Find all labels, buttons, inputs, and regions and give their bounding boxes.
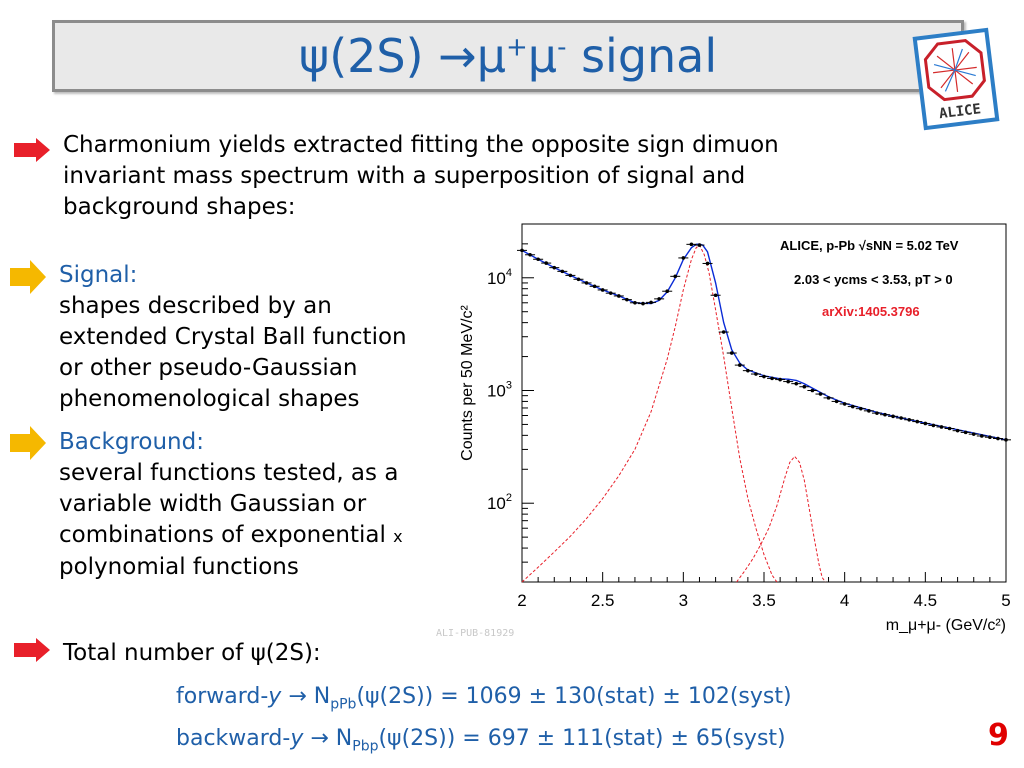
signal-block: Signal: shapes described by an extended …	[59, 260, 407, 415]
invariant-mass-chart: 2 2.5 3 3.5 4 4.5 5 104 103 102 Counts per 50 MeV…	[459, 223, 1011, 634]
bullet-arrow-icon	[14, 138, 50, 162]
signal-component-curve	[736, 455, 826, 583]
x-tick-label: 3.5	[752, 591, 776, 610]
bullet-arrow-icon	[10, 260, 46, 294]
intro-line: invariant mass spectrum with a superposi…	[63, 163, 746, 189]
background-heading: Background:	[59, 429, 204, 455]
page-number: 9	[988, 718, 1009, 753]
bullet-arrow-icon	[14, 638, 50, 662]
signal-line: extended Crystal Ball function	[59, 324, 407, 350]
alice-logo-graphic: ALICE	[923, 39, 986, 122]
x-axis-label: m_μ+μ- (GeV/c²)	[886, 617, 1006, 634]
signal-line: or other pseudo-Gaussian	[59, 355, 358, 381]
background-block: Background: several functions tested, as…	[59, 427, 403, 583]
ali-pub-label: ALI-PUB-81929	[436, 628, 515, 639]
backward-result: backward-y → NPbp(ψ(2S)) = 697 ± 111(sta…	[176, 726, 786, 755]
chart-annotation-arxiv: arXiv:1405.3796	[822, 304, 920, 319]
x-tick-label: 2.5	[591, 591, 615, 610]
chart-ticks: 2 2.5 3 3.5 4 4.5 5 104 103 102	[487, 223, 1011, 610]
background-line: polynomial functions	[59, 554, 299, 580]
intro-line: background shapes:	[63, 194, 296, 220]
times-symbol: x	[393, 527, 403, 546]
x-tick-label: 2	[517, 591, 526, 610]
y-tick-label: 102	[487, 492, 512, 513]
chart-annotation-kinematics: 2.03 < ycms < 3.53, pT > 0	[794, 272, 953, 287]
y-tick-label: 103	[487, 379, 512, 400]
background-line: variable width Gaussian or	[59, 491, 367, 517]
alice-logo: ALICE	[912, 27, 1000, 131]
signal-component-curve	[521, 244, 778, 583]
chart-annotation-experiment: ALICE, p-Pb √sNN = 5.02 TeV	[780, 238, 959, 253]
alice-logo-text: ALICE	[938, 101, 982, 122]
slide-title-box: ψ(2S) →μ+μ- signal	[52, 20, 964, 92]
chart-curves	[521, 243, 1007, 583]
chart-points	[517, 242, 1011, 442]
signal-line: phenomenological shapes	[59, 386, 360, 412]
total-text: Total number of ψ(2S):	[63, 640, 321, 666]
signal-heading: Signal:	[59, 262, 138, 288]
x-tick-label: 5	[1001, 591, 1010, 610]
y-axis-label: Counts per 50 MeV/c²	[459, 305, 476, 461]
x-tick-label: 4	[840, 591, 849, 610]
intro-text: Charmonium yields extracted fitting the …	[63, 130, 779, 223]
x-tick-label: 3	[679, 591, 688, 610]
x-tick-label: 4.5	[914, 591, 938, 610]
signal-line: shapes described by an	[59, 293, 332, 319]
intro-line: Charmonium yields extracted fitting the …	[63, 132, 779, 158]
background-line: combinations of exponential x	[59, 522, 403, 548]
bullet-arrow-icon	[10, 426, 46, 460]
background-line: several functions tested, as a	[59, 460, 399, 486]
slide-title: ψ(2S) →μ+μ- signal	[298, 29, 718, 83]
y-tick-label: 104	[487, 267, 512, 288]
forward-result: forward-y → NpPb(ψ(2S)) = 1069 ± 130(sta…	[176, 684, 792, 713]
